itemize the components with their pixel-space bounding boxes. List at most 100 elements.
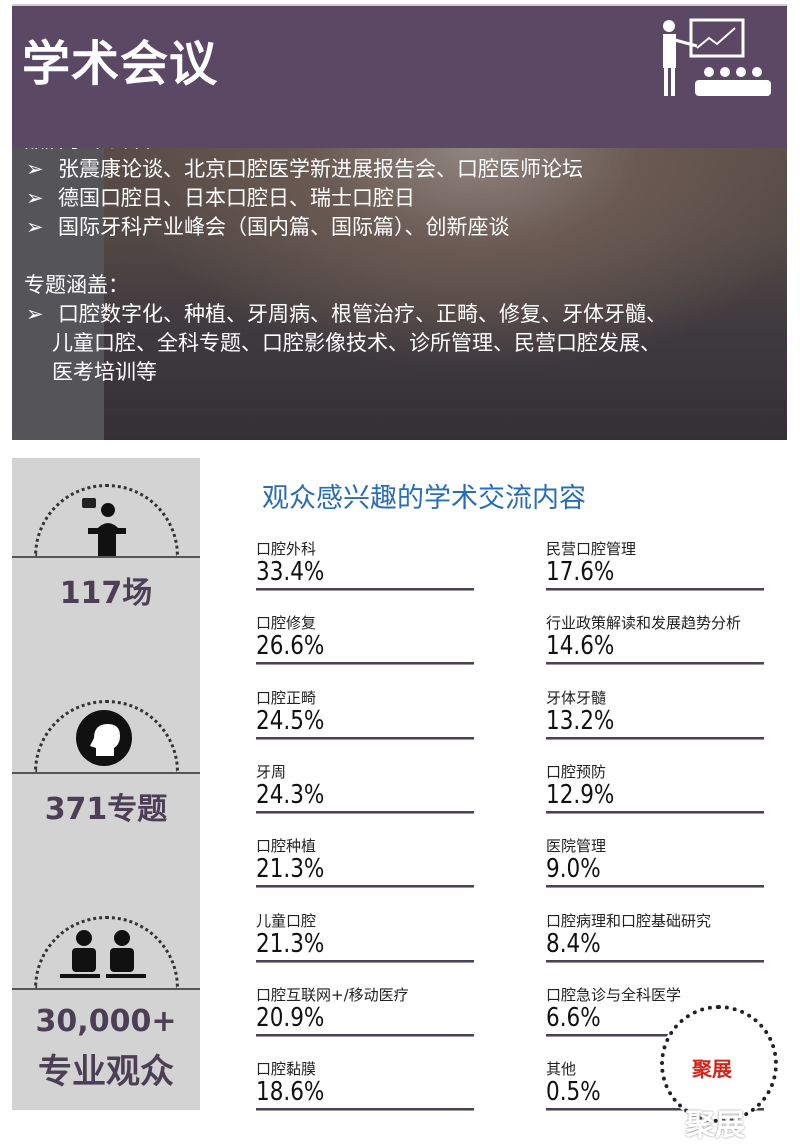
- interest-value: 21.3%: [256, 854, 325, 885]
- interest-value: 24.5%: [256, 705, 325, 736]
- underline: [256, 959, 474, 963]
- interest-item: 口腔种植 21.3%: [256, 835, 474, 889]
- interest-item: 其他 0.5%: [546, 1058, 764, 1112]
- interest-item: 医院管理 9.0%: [546, 835, 764, 889]
- underline: [546, 1033, 764, 1037]
- interest-item: 口腔病理和口腔基础研究 8.4%: [546, 910, 764, 963]
- underline: [256, 810, 474, 814]
- qr-code[interactable]: 聚展: [660, 1005, 778, 1123]
- underline: [256, 736, 474, 740]
- underline: [546, 810, 764, 814]
- interest-item: 口腔修复 26.6%: [256, 612, 474, 666]
- stat-value: 371专题: [44, 792, 168, 827]
- topics-heading: 专题涵盖：: [24, 273, 129, 297]
- page-title: 学术会议: [22, 36, 219, 92]
- interest-value: 26.6%: [256, 631, 325, 662]
- interest-value: 18.6%: [256, 1077, 325, 1108]
- interest-label: 口腔外科: [256, 540, 317, 558]
- audience-people-icon: [60, 930, 146, 978]
- topics-text: 口腔数字化、种植、牙周病、根管治疗、正畸、修复、牙体牙髓、: [58, 302, 667, 326]
- underline: [546, 1108, 764, 1112]
- brand-item: ➢ 德国口腔日、日本口腔日、瑞士口腔日: [24, 184, 667, 213]
- divider: [12, 772, 200, 774]
- interest-value: 8.4%: [546, 928, 601, 959]
- underline: [256, 662, 474, 666]
- brand-item: ➢ 国际牙科产业峰会（国内篇、国际篇）、创新座谈: [24, 213, 667, 242]
- topics-item: ➢ 口腔数字化、种植、牙周病、根管治疗、正畸、修复、牙体牙髓、: [24, 300, 667, 329]
- interest-value: 12.9%: [546, 779, 615, 810]
- interest-value: 24.3%: [256, 779, 325, 810]
- interest-value: 21.3%: [256, 928, 325, 959]
- divider: [12, 556, 200, 558]
- interest-value: 6.6%: [546, 1002, 601, 1033]
- divider: [12, 988, 200, 990]
- underline: [256, 885, 474, 889]
- brand-item-text: 德国口腔日、日本口腔日、瑞士口腔日: [58, 186, 415, 210]
- page-header: 学术会议: [12, 4, 787, 148]
- interest-item: 牙周 24.3%: [256, 761, 474, 814]
- speaker-podium-icon: [82, 498, 126, 556]
- conference-description: 品牌学术会议： ➢张震康论谈、北京口腔医学新进展报告会、口腔医师论坛 ➢德国口腔…: [24, 126, 667, 387]
- interest-value: 13.2%: [546, 705, 615, 736]
- interest-label: 口腔互联网+/移动医疗: [256, 985, 409, 1004]
- interest-value: 9.0%: [546, 854, 601, 885]
- interest-value: 20.9%: [256, 1002, 325, 1033]
- interest-item: 口腔黏膜 18.6%: [256, 1058, 474, 1112]
- interest-value: 33.4%: [256, 557, 325, 587]
- brand-item: ➢ 张震康论谈、北京口腔医学新进展报告会、口腔医师论坛: [24, 155, 667, 184]
- brand-item-text: 国际牙科产业峰会（国内篇、国际篇）、创新座谈: [58, 215, 510, 239]
- stat-label: 专业观众: [38, 1052, 174, 1092]
- interest-item: 口腔急诊与全科医学 6.6%: [546, 984, 764, 1037]
- stats-panel: 117场 371专题 30,000+ 专业观众: [12, 458, 200, 1110]
- interest-title: 观众感兴趣的学术交流内容: [262, 483, 586, 514]
- interest-item: 儿童口腔 21.3%: [256, 910, 474, 963]
- presenter-audience-icon: [663, 18, 771, 96]
- interest-item: 口腔预防 12.9%: [546, 761, 764, 814]
- watermark: 聚展: [685, 1108, 745, 1143]
- interest-label: 医院管理: [546, 837, 607, 856]
- underline: [546, 959, 764, 963]
- interest-label: 口腔正畸: [256, 688, 317, 707]
- interest-item: 口腔外科 33.4%: [256, 538, 474, 591]
- topics-text: 医考培训等: [52, 360, 157, 384]
- arrow-bullet-icon: ➢: [26, 302, 44, 326]
- qr-label: 聚展: [692, 1057, 732, 1081]
- interest-label: 儿童口腔: [256, 911, 317, 930]
- brand-item-text: 张震康论谈、北京口腔医学新进展报告会、口腔医师论坛: [58, 157, 583, 181]
- interest-label: 牙周: [256, 762, 287, 781]
- interest-item: 口腔互联网+/移动医疗 20.9%: [256, 984, 474, 1037]
- interest-label: 口腔黏膜: [256, 1060, 317, 1079]
- stat-value: 30,000+: [35, 1004, 177, 1039]
- head-brain-icon: [76, 710, 132, 766]
- interest-label: 口腔修复: [256, 614, 317, 633]
- interest-value: 17.6%: [546, 557, 615, 587]
- photo-left-band: [12, 96, 104, 440]
- interest-item: 民营口腔管理 17.6%: [546, 538, 764, 591]
- photo-overlay: [12, 96, 787, 440]
- conference-photo: 品牌学术会议： ➢张震康论谈、北京口腔医学新进展报告会、口腔医师论坛 ➢德国口腔…: [12, 96, 787, 440]
- interest-label: 口腔种植: [256, 837, 317, 856]
- underline: [256, 1033, 474, 1037]
- interest-item: 行业政策解读和发展趋势分析 14.6%: [546, 612, 764, 666]
- topics-text: 儿童口腔、全科专题、口腔影像技术、诊所管理、民营口腔发展、: [52, 331, 661, 355]
- interest-label: 口腔预防: [546, 762, 607, 781]
- underline: [256, 1108, 474, 1112]
- interest-item: 牙体牙髓 13.2%: [546, 687, 764, 740]
- interest-label: 其他: [546, 1060, 577, 1079]
- stat-value: 117场: [59, 576, 153, 611]
- underline: [546, 736, 764, 740]
- interest-label: 口腔病理和口腔基础研究: [546, 911, 712, 930]
- interest-item: 口腔正畸 24.5%: [256, 687, 474, 740]
- interest-label: 口腔急诊与全科医学: [546, 985, 682, 1004]
- underline: [546, 588, 764, 591]
- arrow-bullet-icon: ➢: [26, 157, 44, 181]
- arrow-bullet-icon: ➢: [26, 215, 44, 239]
- interest-label: 行业政策解读和发展趋势分析: [546, 614, 742, 633]
- interest-value: 0.5%: [546, 1077, 601, 1108]
- underline: [546, 885, 764, 889]
- underline: [256, 588, 474, 591]
- interest-label: 牙体牙髓: [546, 688, 607, 707]
- interest-value: 14.6%: [546, 631, 615, 662]
- interest-label: 民营口腔管理: [546, 540, 637, 558]
- underline: [546, 662, 764, 666]
